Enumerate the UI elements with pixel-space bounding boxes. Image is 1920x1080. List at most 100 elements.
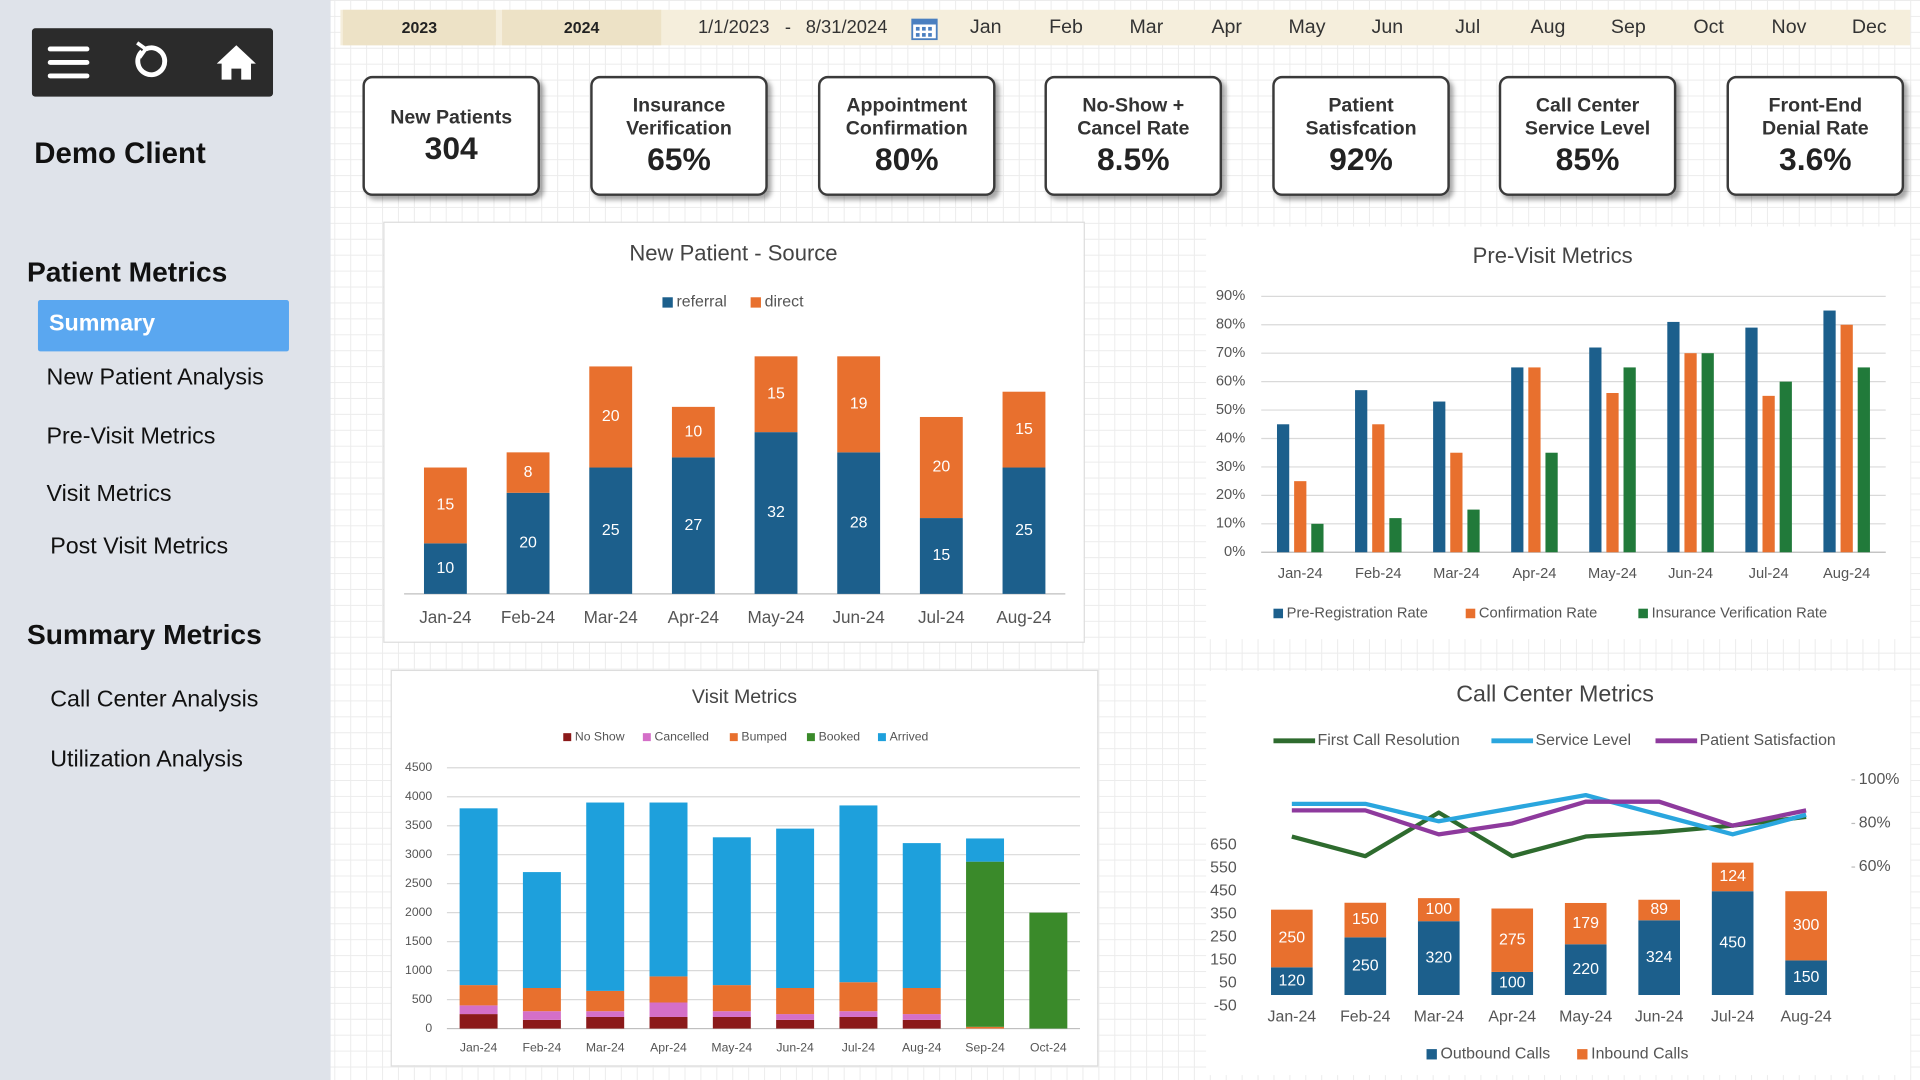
bar (1779, 381, 1792, 553)
bar (506, 492, 550, 594)
bar (839, 1011, 878, 1017)
month-button[interactable]: May (1288, 17, 1326, 38)
bar (586, 1016, 625, 1029)
y-tick-label: 60% (1216, 374, 1245, 390)
refresh-icon[interactable] (135, 41, 168, 78)
chart-title: Pre-Visit Metrics (1473, 243, 1633, 268)
bar (586, 990, 625, 1012)
line (1291, 799, 1807, 837)
bar (712, 1011, 751, 1017)
kpi-card: No-Show + Cancel Rate 8.5% (1044, 75, 1223, 196)
nav-item[interactable]: Visit Metrics (46, 481, 172, 507)
active-item-bg[interactable] (37, 300, 289, 352)
toolbar-bg (31, 28, 274, 97)
y-tick-label: 250 (1210, 929, 1237, 946)
nav-item[interactable]: Call Center Analysis (50, 686, 259, 713)
legend-swatch (642, 733, 651, 742)
filter-bar: 2023 2024 1/1/2023 - 8/31/2024 Jan Feb Mar… (340, 9, 1911, 46)
nav-item[interactable]: Utilization Analysis (50, 746, 243, 773)
nav-item[interactable]: Post Visit Metrics (50, 533, 229, 560)
kpi-card: New Patients 304 (362, 75, 541, 196)
y-tick-label: 2500 (405, 876, 432, 890)
nav-item[interactable]: New Patient Analysis (46, 364, 264, 391)
legend-swatch (729, 733, 738, 742)
calendar-icon[interactable] (911, 16, 938, 41)
x-tick-label: Sep-24 (965, 1040, 1005, 1054)
legend-label: Patient Satisfaction (1700, 732, 1836, 749)
x-tick-label: Feb-24 (523, 1040, 562, 1054)
x-tick-label: Apr-24 (650, 1040, 687, 1054)
bar (589, 467, 633, 594)
bar (839, 1016, 878, 1029)
y-tick-label: 50 (1219, 975, 1237, 992)
kpi-value: 3.6% (1779, 140, 1852, 178)
data-label: 100 (1426, 901, 1453, 918)
data-label: 20 (932, 459, 950, 476)
y-tick-label: 650 (1210, 836, 1237, 853)
bar (712, 985, 751, 1012)
month-button[interactable]: Oct (1693, 17, 1724, 38)
y-tick-label: 0% (1224, 544, 1245, 560)
year-button[interactable]: 2023 (342, 9, 496, 46)
chart-title: New Patient - Source (629, 241, 837, 266)
data-label: 8 (524, 464, 533, 481)
nav-item[interactable]: Summary (48, 311, 156, 337)
bar (1564, 902, 1607, 945)
bar (1355, 390, 1368, 553)
y-tick-label: 10% (1216, 516, 1245, 532)
year-button[interactable]: 2024 (502, 9, 662, 46)
kpi-card: Patient Satisfcation 92% (1272, 75, 1450, 196)
x-tick-label: Feb-24 (501, 607, 556, 627)
menu-icon[interactable] (47, 46, 90, 79)
bar (776, 988, 815, 1015)
bar (1276, 424, 1290, 553)
bar (1840, 324, 1853, 553)
month-button[interactable]: Mar (1129, 17, 1164, 38)
chart-panel: Call Center Metrics -50 50 150 250 350 450 550 6… (1206, 671, 1911, 1076)
legend-label: Outbound Calls (1441, 1045, 1551, 1062)
bar (1491, 908, 1534, 972)
kpi-card: Call Center Service Level 85% (1498, 75, 1677, 196)
data-label: 28 (850, 514, 868, 531)
month-button[interactable]: Jun (1371, 17, 1404, 38)
bar (459, 1005, 498, 1015)
data-label: 150 (1352, 911, 1379, 928)
bar (1638, 920, 1681, 995)
date-end[interactable]: 8/31/2024 (805, 17, 888, 38)
month-button[interactable]: Sep (1610, 17, 1646, 38)
month-button[interactable]: Feb (1049, 17, 1083, 38)
x-tick-label: Mar-24 (584, 607, 639, 627)
month-button[interactable]: Aug (1530, 17, 1566, 38)
month-button[interactable]: Jan (969, 17, 1002, 38)
month-button[interactable]: Jul (1455, 17, 1481, 38)
bar (1344, 937, 1387, 995)
kpi-label: Appointment Confirmation (845, 95, 968, 140)
kpi-value: 65% (647, 140, 711, 178)
bar (1271, 967, 1313, 995)
home-icon[interactable] (216, 45, 256, 80)
bar (459, 1014, 498, 1029)
bar (1606, 393, 1619, 553)
date-start[interactable]: 1/1/2023 (697, 17, 770, 38)
bar (1372, 424, 1385, 553)
month-button[interactable]: Dec (1851, 17, 1887, 38)
x-tick-label: Jan-24 (1268, 1009, 1317, 1026)
bar (1684, 353, 1697, 553)
month-button[interactable]: Apr (1211, 17, 1242, 38)
x-tick-label: Oct-24 (1030, 1040, 1067, 1054)
y-tick-label: 1500 (405, 934, 432, 948)
y-tick-label: 150 (1210, 952, 1237, 969)
bar (459, 808, 498, 986)
month-button[interactable]: Nov (1771, 17, 1807, 38)
kpi-label: Call Center Service Level (1524, 95, 1651, 140)
y-tick-label: 2000 (405, 905, 432, 919)
nav-item[interactable]: Pre-Visit Metrics (46, 423, 216, 450)
kpi-label: Front-End Denial Rate (1761, 95, 1869, 140)
y-tick-label: 30% (1216, 459, 1245, 475)
kpi-value: 85% (1555, 140, 1620, 178)
bar (586, 1011, 625, 1017)
section-heading: Summary Metrics (26, 618, 262, 651)
x-tick-label: Aug-24 (1780, 1009, 1831, 1026)
bar (1528, 367, 1541, 553)
